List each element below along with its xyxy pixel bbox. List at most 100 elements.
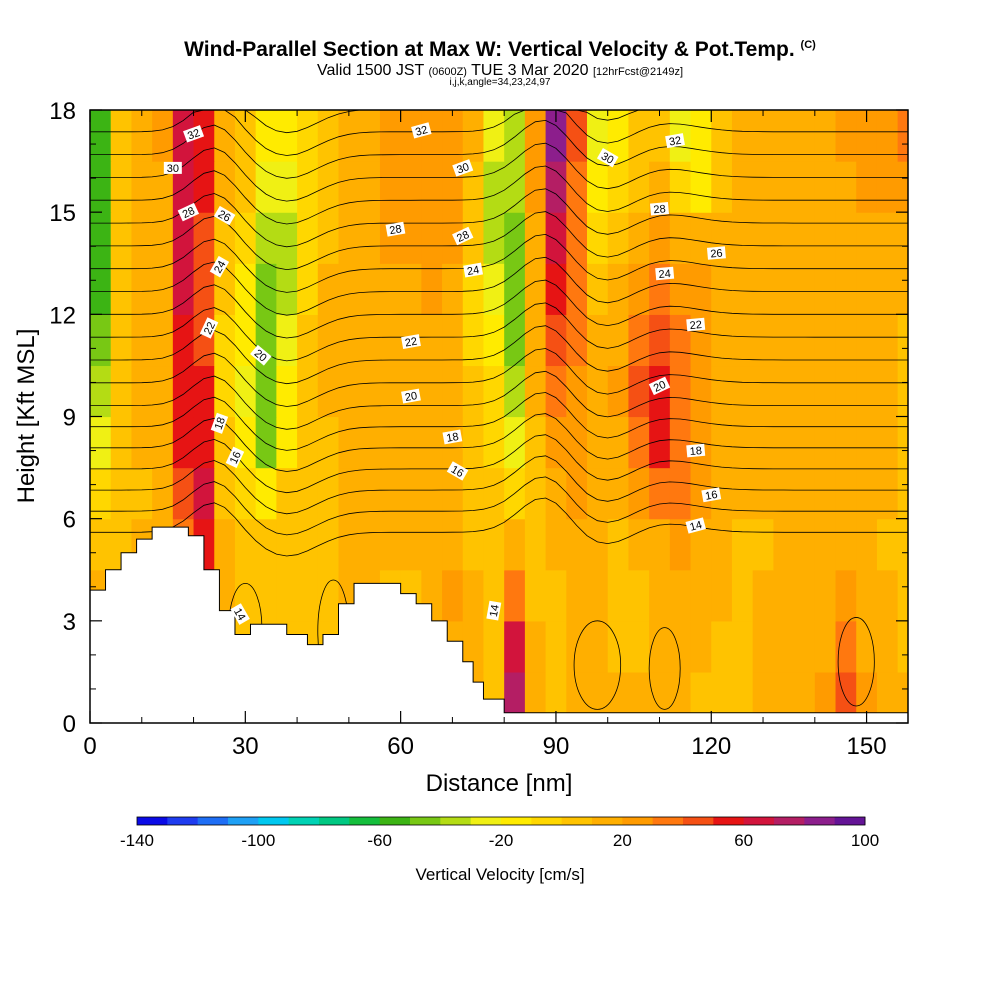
velocity-cell — [835, 263, 857, 315]
velocity-cell — [400, 263, 422, 315]
velocity-cell — [110, 467, 133, 520]
velocity-cell — [628, 518, 650, 571]
velocity-cell — [752, 314, 774, 367]
contour-label: 26 — [213, 205, 236, 226]
velocity-cell — [814, 110, 837, 162]
velocity-cell — [669, 365, 692, 418]
velocity-cell — [649, 314, 671, 367]
velocity-cell — [90, 467, 112, 520]
velocity-cell — [628, 569, 650, 622]
velocity-cell — [193, 365, 215, 418]
velocity-cell — [711, 416, 733, 469]
theta-contour — [90, 110, 908, 156]
velocity-cell — [545, 212, 567, 264]
velocity-cell — [814, 467, 837, 520]
velocity-cell — [90, 365, 112, 418]
velocity-cell — [731, 263, 754, 315]
contour-label: 32 — [183, 125, 205, 143]
theta-contour — [573, 620, 622, 710]
y-tick-label: 3 — [63, 609, 76, 636]
velocity-cell — [690, 620, 712, 673]
velocity-cell — [462, 467, 485, 520]
velocity-cell — [131, 110, 153, 162]
velocity-cell — [504, 263, 526, 315]
contour-label-text: 16 — [449, 464, 466, 481]
colorbar-swatch — [743, 817, 775, 825]
velocity-cell — [876, 518, 899, 571]
velocity-cell — [379, 161, 402, 213]
velocity-cell — [773, 161, 795, 213]
colorbar-swatch — [834, 817, 866, 825]
velocity-cell — [587, 365, 609, 418]
contour-label: 28 — [650, 201, 669, 216]
contour-label-text: 20 — [652, 379, 668, 395]
velocity-cell — [607, 263, 630, 315]
velocity-cell — [400, 518, 422, 571]
y-axis-label: Height [Kft MSL] — [13, 329, 40, 504]
velocity-cell — [794, 467, 816, 520]
velocity-cell — [276, 569, 298, 622]
velocity-cell — [835, 161, 857, 213]
velocity-cell — [131, 416, 153, 469]
contour-label-text: 16 — [704, 489, 718, 503]
velocity-cell — [856, 416, 878, 469]
velocity-cell — [297, 467, 319, 520]
velocity-cell — [897, 671, 908, 723]
forecast-info: [12hrFcst@2149z] — [592, 66, 684, 78]
velocity-cell — [400, 416, 422, 469]
velocity-cell — [255, 467, 277, 520]
velocity-cell — [545, 671, 567, 723]
velocity-cell — [152, 365, 174, 418]
velocity-cell — [193, 467, 215, 520]
x-tick-label: 90 — [543, 733, 570, 760]
velocity-cell — [172, 416, 195, 469]
velocity-cell — [566, 671, 588, 723]
theta-contour — [90, 476, 908, 536]
velocity-cell — [524, 467, 547, 520]
theta-contour — [90, 497, 908, 557]
velocity-cell — [897, 263, 908, 315]
velocity-cell — [587, 620, 609, 673]
velocity-cell — [359, 263, 381, 315]
x-tick-label: 150 — [847, 733, 887, 760]
velocity-cell — [607, 671, 630, 723]
velocity-cell — [234, 161, 257, 213]
velocity-cell — [524, 212, 547, 264]
velocity-cell — [234, 467, 257, 520]
velocity-cell — [773, 365, 795, 418]
velocity-cell — [773, 263, 795, 315]
contour-label: 26 — [706, 246, 726, 261]
velocity-cell — [690, 671, 712, 723]
velocity-cell — [649, 569, 671, 622]
velocity-cell — [649, 620, 671, 673]
velocity-cell — [711, 569, 733, 622]
velocity-cell — [794, 161, 816, 213]
velocity-cell — [773, 314, 795, 367]
velocity-cell — [814, 518, 837, 571]
colorbar: -140 -100 -60 -20 20 60 100 — [120, 816, 879, 850]
velocity-cell — [421, 161, 443, 213]
chart-subtitle: Valid 1500 JST (0600Z) TUE 3 Mar 2020 [1… — [0, 62, 1000, 80]
title-text: Wind-Parallel Section at Max W: Vertical… — [184, 38, 795, 61]
velocity-cell — [110, 161, 133, 213]
theta-contour — [90, 188, 908, 248]
velocity-cell — [276, 467, 298, 520]
velocity-cell — [462, 212, 485, 264]
contour-label-text: 28 — [181, 205, 197, 221]
colorbar-swatch — [501, 817, 532, 825]
contour-label: 24 — [463, 262, 484, 278]
velocity-cell — [856, 365, 878, 418]
velocity-cell — [276, 518, 298, 571]
axis-ticks: 0 30 60 90 120 150 0 3 6 9 12 15 18 — [49, 98, 908, 760]
velocity-cell — [317, 161, 340, 213]
velocity-cell — [90, 416, 112, 469]
velocity-cell — [131, 467, 153, 520]
velocity-cell — [110, 110, 133, 162]
contour-label: 22 — [401, 334, 421, 350]
velocity-cell — [856, 518, 878, 571]
velocity-cell — [669, 620, 692, 673]
colorbar-swatch — [137, 817, 168, 825]
velocity-cell — [835, 365, 857, 418]
contour-label: 28 — [177, 202, 200, 222]
velocity-cell — [794, 314, 816, 367]
